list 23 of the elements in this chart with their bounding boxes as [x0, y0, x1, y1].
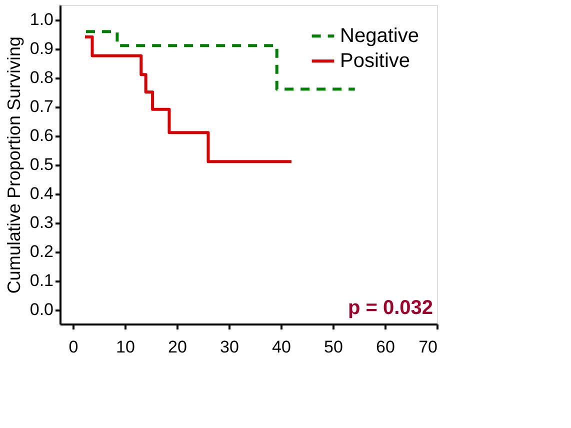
- x-tick-label: 60: [376, 338, 395, 356]
- x-tick-label: 40: [272, 338, 291, 356]
- x-tick-label: 0: [68, 338, 78, 356]
- y-axis-title: Cumulative Proportion Surviving: [4, 36, 24, 294]
- y-tick-label: 0.4: [30, 184, 54, 203]
- x-tick-label: 20: [168, 338, 187, 356]
- y-tick-label: 0.5: [30, 155, 54, 174]
- y-tick-label: 0.7: [30, 97, 54, 116]
- x-tick-label: 70: [418, 338, 438, 356]
- legend-label: Negative: [340, 25, 419, 47]
- y-tick-label: 0.0: [30, 300, 54, 319]
- y-tick-label: 1.0: [30, 10, 54, 29]
- y-tick-label: 0.8: [30, 68, 54, 87]
- x-tick-label: 10: [116, 338, 135, 356]
- legend-label: Positive: [340, 50, 410, 72]
- y-tick-label: 0.2: [30, 242, 54, 261]
- y-tick-label: 0.9: [30, 39, 54, 58]
- y-tick-label: 0.6: [30, 126, 54, 145]
- x-tick-label: 50: [324, 338, 343, 356]
- annotation: p = 0.032: [348, 297, 433, 319]
- y-tick-label: 0.3: [30, 213, 54, 232]
- y-tick-label: 0.1: [30, 271, 54, 290]
- x-tick-label: 30: [220, 338, 239, 356]
